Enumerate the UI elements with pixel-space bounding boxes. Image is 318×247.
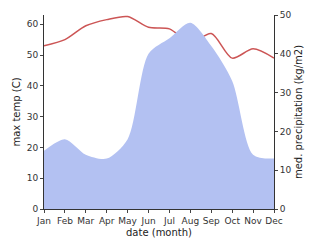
svg-text:20: 20 — [27, 143, 39, 153]
svg-text:0: 0 — [32, 204, 38, 214]
svg-text:med. precipitation (kg/m2): med. precipitation (kg/m2) — [293, 45, 304, 179]
svg-text:50: 50 — [27, 50, 39, 60]
svg-text:60: 60 — [27, 19, 39, 29]
svg-text:Nov: Nov — [244, 216, 262, 226]
svg-text:Oct: Oct — [224, 216, 240, 226]
svg-text:40: 40 — [280, 49, 292, 59]
svg-text:May: May — [118, 216, 137, 226]
svg-text:Jun: Jun — [141, 216, 156, 226]
svg-text:Feb: Feb — [57, 216, 73, 226]
svg-text:Dec: Dec — [265, 216, 282, 226]
svg-text:Aug: Aug — [182, 216, 200, 226]
svg-text:date (month): date (month) — [126, 227, 192, 238]
svg-text:30: 30 — [27, 112, 39, 122]
svg-text:30: 30 — [280, 88, 292, 98]
svg-text:10: 10 — [27, 173, 39, 183]
svg-text:Jul: Jul — [163, 216, 175, 226]
svg-text:Sep: Sep — [203, 216, 220, 226]
svg-text:Apr: Apr — [99, 216, 115, 226]
svg-text:50: 50 — [280, 10, 292, 20]
svg-text:10: 10 — [280, 165, 292, 175]
svg-text:Mar: Mar — [77, 216, 94, 226]
svg-text:Jan: Jan — [36, 216, 51, 226]
svg-text:max temp (C): max temp (C) — [11, 77, 22, 146]
svg-text:20: 20 — [280, 127, 292, 137]
svg-text:0: 0 — [280, 204, 286, 214]
svg-text:40: 40 — [27, 81, 39, 91]
